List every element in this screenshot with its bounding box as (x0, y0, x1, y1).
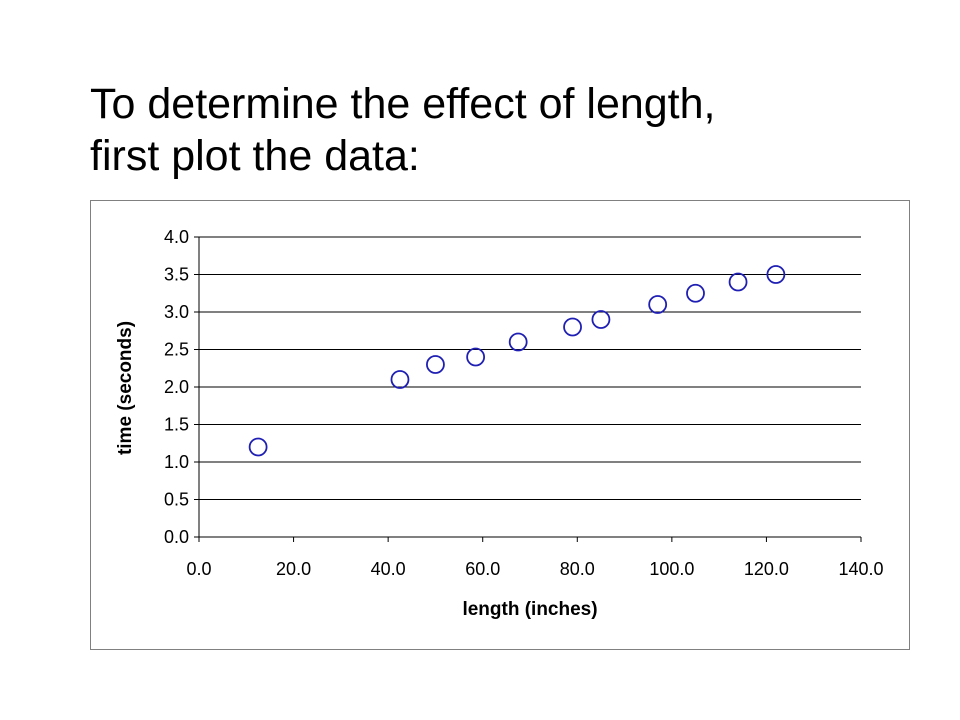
gridlines (199, 236, 861, 500)
y-tick-label: 2.0 (164, 377, 189, 397)
x-tick-label: 0.0 (186, 559, 211, 579)
data-point (563, 317, 582, 337)
axes (194, 236, 862, 542)
y-tick-label: 2.5 (164, 340, 189, 360)
y-tick-label: 0.0 (164, 527, 189, 547)
data-point (466, 347, 486, 367)
x-tick-label: 100.0 (649, 559, 694, 579)
x-tick-label: 60.0 (465, 559, 500, 579)
slide-title: To determine the effect of length, first… (90, 78, 910, 182)
chart-frame: 0.0 0.5 1.0 1.5 2.0 2.5 3.0 3.5 4.0 0.0 20.0 40.0 6… (90, 200, 910, 650)
y-axis-title: time (seconds) (115, 321, 136, 455)
x-tick-label: 40.0 (371, 559, 406, 579)
y-tick-label: 1.0 (164, 452, 189, 472)
y-tick-label: 3.0 (164, 302, 189, 322)
slide-title-line-1: To determine the effect of length, (90, 80, 716, 128)
data-point (426, 355, 445, 374)
x-axis-title: length (inches) (462, 599, 597, 620)
x-tick-labels: 0.0 20.0 40.0 60.0 80.0 100.0 120.0 140.0 (186, 559, 883, 579)
x-tick-label: 120.0 (744, 559, 789, 579)
data-point (508, 332, 528, 352)
y-tick-label: 4.0 (164, 227, 189, 247)
data-point (248, 437, 268, 457)
y-tick-label: 3.5 (164, 265, 189, 285)
data-points (248, 265, 786, 457)
slide-title-line-2: first plot the data: (90, 132, 420, 180)
x-tick-label: 80.0 (560, 559, 595, 579)
y-tick-label: 0.5 (164, 490, 189, 510)
data-point (390, 370, 410, 389)
data-point (686, 283, 705, 303)
data-point (728, 272, 748, 292)
x-tick-label: 20.0 (276, 559, 311, 579)
data-point (591, 310, 611, 329)
y-tick-label: 1.5 (164, 415, 189, 435)
scatter-chart: 0.0 0.5 1.0 1.5 2.0 2.5 3.0 3.5 4.0 0.0 20.0 40.0 6… (115, 227, 884, 620)
x-tick-label: 140.0 (838, 559, 883, 579)
data-point (648, 295, 668, 314)
data-point (766, 265, 786, 284)
y-tick-labels: 0.0 0.5 1.0 1.5 2.0 2.5 3.0 3.5 4.0 (164, 227, 189, 547)
